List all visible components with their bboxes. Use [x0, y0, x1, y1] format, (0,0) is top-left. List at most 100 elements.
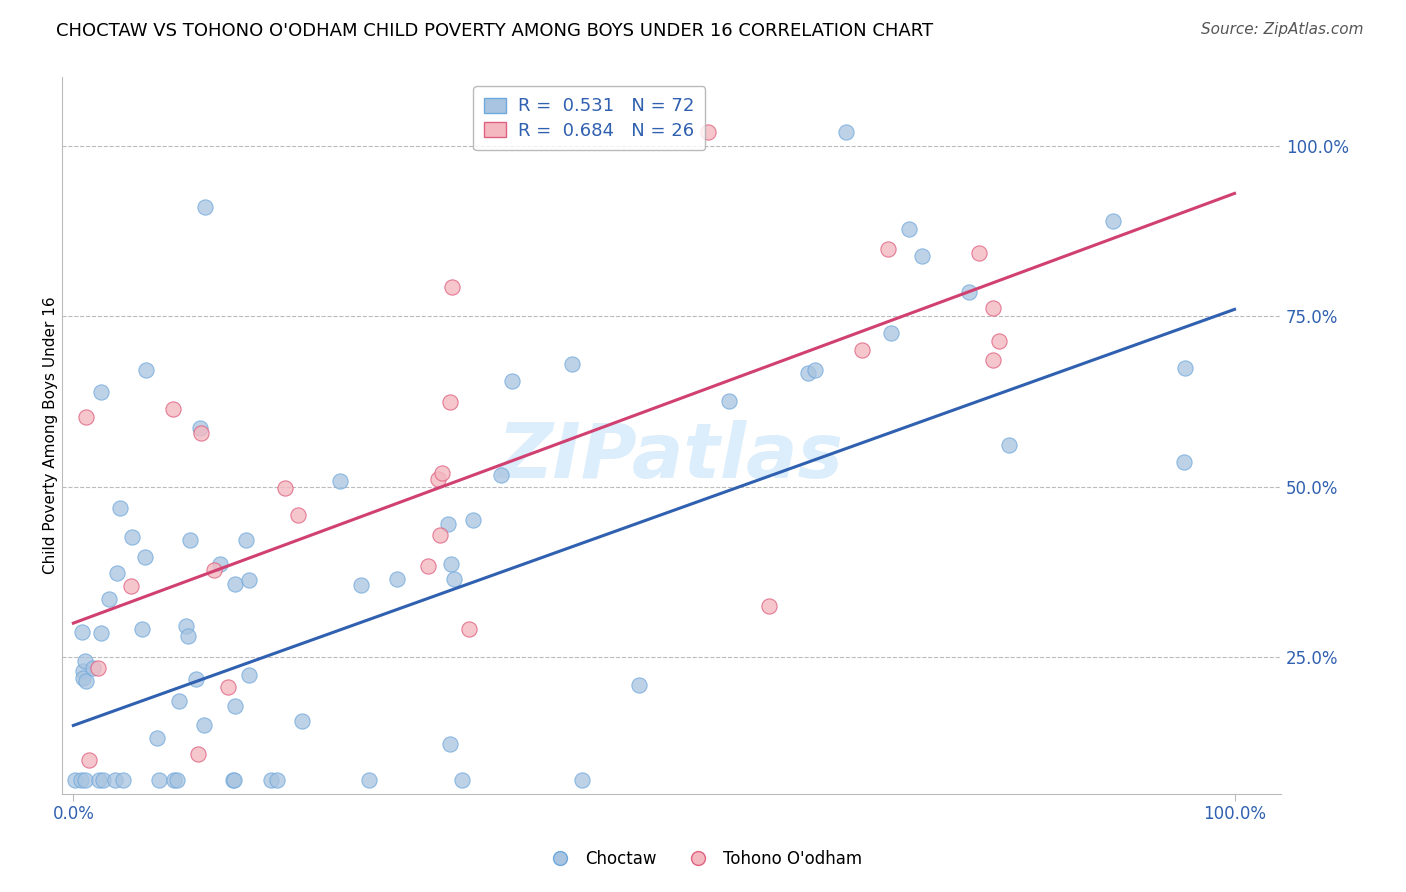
- Point: [131, 622, 153, 636]
- Point: [439, 737, 461, 751]
- Point: [193, 717, 215, 731]
- Point: [146, 731, 169, 745]
- Text: ZIPatlas: ZIPatlas: [498, 420, 845, 494]
- Point: [167, 694, 190, 708]
- Point: [79, 753, 101, 767]
- Point: [224, 772, 246, 787]
- Point: [463, 513, 485, 527]
- Point: [72, 672, 94, 686]
- Point: [440, 557, 463, 571]
- Point: [184, 673, 207, 687]
- Point: [135, 363, 157, 377]
- Point: [208, 558, 231, 572]
- Point: [224, 577, 246, 591]
- Point: [70, 625, 93, 640]
- Point: [981, 352, 1004, 367]
- Legend: Choctaw, Tohono O'odham: Choctaw, Tohono O'odham: [537, 844, 869, 875]
- Point: [217, 680, 239, 694]
- Point: [457, 623, 479, 637]
- Point: [98, 591, 121, 606]
- Point: [571, 772, 593, 787]
- Point: [880, 326, 903, 341]
- Point: [429, 528, 451, 542]
- Point: [162, 401, 184, 416]
- Point: [120, 579, 142, 593]
- Point: [439, 395, 461, 409]
- Point: [957, 285, 980, 299]
- Point: [63, 772, 86, 787]
- Point: [290, 714, 312, 728]
- Point: [75, 673, 97, 688]
- Point: [560, 357, 582, 371]
- Point: [148, 772, 170, 787]
- Point: [238, 574, 260, 588]
- Point: [188, 421, 211, 435]
- Point: [121, 530, 143, 544]
- Point: [72, 664, 94, 678]
- Point: [501, 374, 523, 388]
- Point: [834, 125, 856, 139]
- Point: [112, 772, 135, 787]
- Point: [911, 249, 934, 263]
- Point: [73, 654, 96, 668]
- Point: [696, 125, 718, 139]
- Point: [897, 222, 920, 236]
- Point: [75, 772, 97, 787]
- Point: [75, 410, 97, 425]
- Point: [350, 578, 373, 592]
- Point: [260, 772, 283, 787]
- Point: [90, 626, 112, 640]
- Point: [758, 599, 780, 614]
- Point: [981, 301, 1004, 316]
- Point: [87, 661, 110, 675]
- Point: [851, 343, 873, 357]
- Point: [224, 699, 246, 714]
- Point: [437, 517, 460, 532]
- Y-axis label: Child Poverty Among Boys Under 16: Child Poverty Among Boys Under 16: [44, 297, 58, 574]
- Point: [430, 466, 453, 480]
- Point: [804, 363, 827, 377]
- Point: [177, 630, 200, 644]
- Text: CHOCTAW VS TOHONO O'ODHAM CHILD POVERTY AMONG BOYS UNDER 16 CORRELATION CHART: CHOCTAW VS TOHONO O'ODHAM CHILD POVERTY …: [56, 22, 934, 40]
- Point: [1174, 361, 1197, 376]
- Point: [82, 660, 104, 674]
- Point: [166, 772, 188, 787]
- Point: [988, 334, 1011, 349]
- Point: [427, 473, 450, 487]
- Point: [451, 772, 474, 787]
- Point: [443, 572, 465, 586]
- Point: [179, 533, 201, 547]
- Point: [194, 200, 217, 214]
- Point: [416, 559, 439, 574]
- Point: [91, 772, 114, 787]
- Point: [489, 467, 512, 482]
- Point: [104, 772, 127, 787]
- Point: [357, 772, 380, 787]
- Point: [329, 475, 352, 489]
- Point: [202, 563, 225, 577]
- Text: Source: ZipAtlas.com: Source: ZipAtlas.com: [1201, 22, 1364, 37]
- Point: [163, 772, 186, 787]
- Point: [238, 668, 260, 682]
- Point: [877, 242, 900, 256]
- Point: [967, 246, 990, 260]
- Point: [235, 533, 257, 547]
- Point: [174, 619, 197, 633]
- Point: [717, 394, 740, 409]
- Point: [796, 366, 818, 380]
- Point: [70, 772, 93, 787]
- Point: [387, 572, 409, 586]
- Point: [90, 385, 112, 400]
- Point: [187, 747, 209, 761]
- Point: [134, 550, 156, 565]
- Point: [287, 508, 309, 523]
- Point: [266, 772, 288, 787]
- Point: [274, 481, 297, 495]
- Point: [1102, 214, 1125, 228]
- Point: [190, 425, 212, 440]
- Point: [87, 772, 110, 787]
- Point: [628, 678, 651, 692]
- Point: [222, 772, 245, 787]
- Legend: R =  0.531   N = 72, R =  0.684   N = 26: R = 0.531 N = 72, R = 0.684 N = 26: [472, 87, 706, 151]
- Point: [105, 566, 128, 581]
